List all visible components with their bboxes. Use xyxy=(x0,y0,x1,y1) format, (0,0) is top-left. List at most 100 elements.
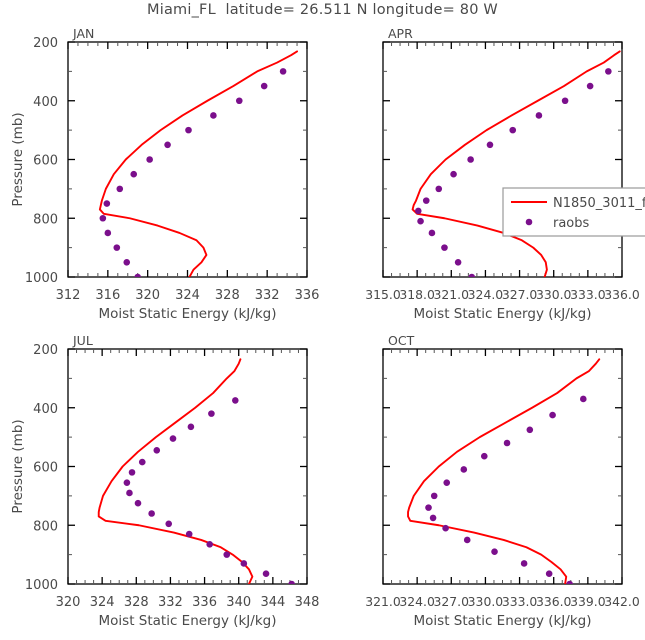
x-tick-label: 332 xyxy=(255,288,280,303)
data-point-raobs xyxy=(486,141,494,149)
data-point-raobs xyxy=(535,112,543,119)
y-tick-label: 800 xyxy=(33,212,58,227)
data-point-raobs xyxy=(450,170,457,178)
data-point-raobs xyxy=(206,541,213,548)
y-tick-label: 400 xyxy=(33,402,58,417)
data-point-raobs xyxy=(468,273,476,277)
legend-swatch-marker xyxy=(525,218,533,226)
x-tick-label: 312 xyxy=(56,288,81,303)
y-tick-label: 600 xyxy=(33,154,58,169)
series-line-model xyxy=(407,358,601,584)
data-point-raobs xyxy=(491,548,498,555)
x-tick-label: 321.0 xyxy=(434,287,470,302)
data-point-raobs xyxy=(509,126,517,134)
y-tick-label: 200 xyxy=(33,343,58,358)
x-tick-label: 318.0 xyxy=(399,287,435,302)
data-point-raobs xyxy=(549,411,556,419)
x-tick-label: 348 xyxy=(295,595,320,610)
x-tick-label: 330.0 xyxy=(536,287,572,302)
data-point-raobs xyxy=(104,229,112,237)
data-point-raobs xyxy=(134,273,142,277)
x-tick-label: 327.0 xyxy=(502,287,538,302)
x-tick-label: 342.0 xyxy=(604,594,640,609)
y-axis-label: Pressure (mb) xyxy=(10,419,26,513)
data-point-raobs xyxy=(279,68,287,75)
panel-tag: APR xyxy=(388,26,413,41)
x-tick-label: 324.0 xyxy=(468,287,504,302)
legend-label-raobs: raobs xyxy=(553,216,590,231)
x-tick-label: 336.0 xyxy=(604,287,640,302)
x-axis-label: Moist Static Energy (kJ/kg) xyxy=(99,306,277,322)
x-axis-label: Moist Static Energy (kJ/kg) xyxy=(414,306,592,322)
data-point-raobs xyxy=(417,217,424,225)
data-layer xyxy=(97,358,295,584)
data-point-raobs xyxy=(165,520,173,528)
y-tick-label: 1000 xyxy=(25,271,58,286)
x-tick-label: 340 xyxy=(226,595,251,610)
data-point-raobs xyxy=(503,439,511,447)
legend-label-model: N1850_3011_f xyxy=(553,196,645,211)
data-point-raobs xyxy=(441,244,448,251)
panel-frame xyxy=(382,41,623,278)
data-point-raobs xyxy=(545,570,553,578)
data-point-raobs xyxy=(428,229,436,237)
x-tick-label: 333.0 xyxy=(502,594,538,609)
data-point-raobs xyxy=(454,259,462,266)
data-point-raobs xyxy=(126,489,133,497)
data-point-raobs xyxy=(288,580,295,584)
panel-tag: OCT xyxy=(388,333,415,348)
panel-apr: 315.0318.0321.0324.0327.0330.0333.0336.0… xyxy=(365,26,645,322)
data-point-raobs xyxy=(153,447,161,454)
data-point-raobs xyxy=(232,397,239,404)
legend-box xyxy=(502,187,645,237)
x-tick-label: 328 xyxy=(215,288,240,303)
data-point-raobs xyxy=(103,200,111,207)
data-point-raobs xyxy=(442,524,449,532)
data-point-raobs xyxy=(443,479,451,486)
data-point-raobs xyxy=(463,536,471,544)
x-tick-label: 336.0 xyxy=(536,594,572,609)
data-point-raobs xyxy=(460,466,468,473)
panel-jan: 312 316 320 324 328 332 336 Moist Static Energy… xyxy=(10,26,319,322)
data-point-raobs xyxy=(520,560,528,567)
y-tick-label: 400 xyxy=(33,95,58,110)
x-tick-label: 324 xyxy=(90,595,115,610)
y-tick-label: 800 xyxy=(33,519,58,534)
data-point-raobs xyxy=(113,244,121,251)
x-tick-label: 316 xyxy=(95,288,120,303)
y-tick-label: 1000 xyxy=(25,578,58,593)
data-point-raobs xyxy=(430,492,438,500)
data-point-raobs xyxy=(116,185,124,193)
x-tick-label: 336 xyxy=(295,288,320,303)
panel-frame xyxy=(67,41,308,278)
data-point-raobs xyxy=(123,259,131,266)
y-axis-label: Pressure (mb) xyxy=(10,112,26,206)
data-point-raobs xyxy=(146,156,153,163)
x-axis-label: Moist Static Energy (kJ/kg) xyxy=(99,613,277,629)
y-tick-label: 600 xyxy=(33,461,58,476)
data-point-raobs xyxy=(467,156,474,163)
panel-oct: 321.0324.0327.0330.0333.0336.0339.0342.0… xyxy=(365,333,640,629)
x-tick-label: 344 xyxy=(260,595,285,610)
data-point-raobs xyxy=(526,426,534,434)
data-layer xyxy=(411,50,621,277)
panel-tag: JAN xyxy=(72,26,94,41)
panel-frame xyxy=(67,348,308,585)
data-point-raobs xyxy=(169,435,177,442)
data-point-raobs xyxy=(425,504,432,511)
x-tick-label: 315.0 xyxy=(365,287,401,302)
data-point-raobs xyxy=(148,510,155,517)
data-point-raobs xyxy=(429,514,437,522)
data-point-raobs xyxy=(164,141,171,149)
x-axis-label: Moist Static Energy (kJ/kg) xyxy=(414,613,592,629)
data-point-raobs xyxy=(235,97,243,105)
data-layer xyxy=(98,50,298,277)
data-point-raobs xyxy=(223,551,231,558)
series-line-model xyxy=(97,358,254,584)
data-point-raobs xyxy=(480,452,488,460)
data-point-raobs xyxy=(210,112,217,119)
y-tick-label: 200 xyxy=(33,36,58,51)
